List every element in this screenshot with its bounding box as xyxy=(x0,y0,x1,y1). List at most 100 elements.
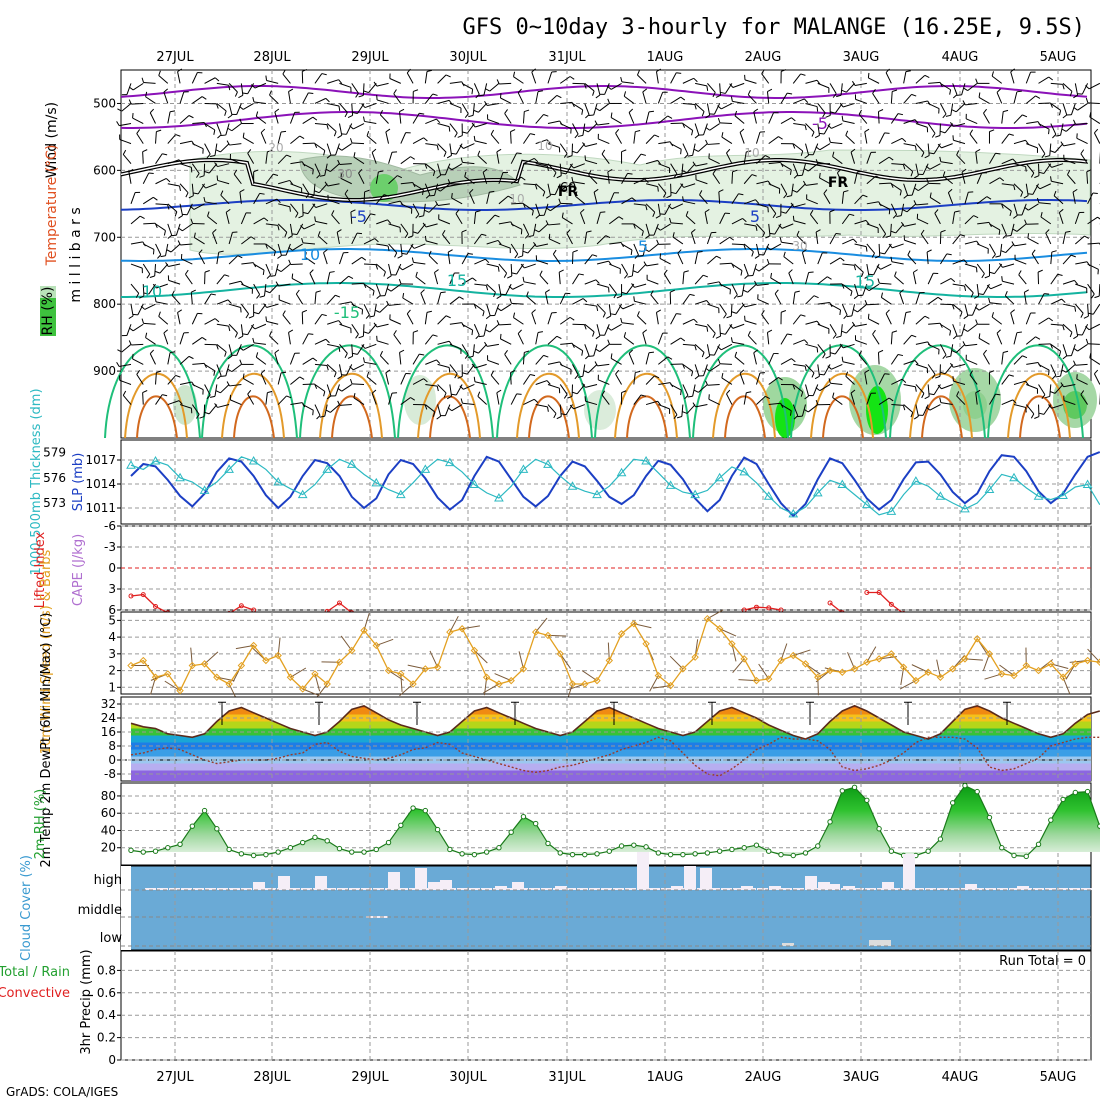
wind-barb-flag xyxy=(567,155,573,158)
wind-barb xyxy=(364,361,377,365)
wind-barb-flag xyxy=(689,293,695,297)
wind-barb-flag xyxy=(668,205,673,210)
wind-barb xyxy=(768,112,775,124)
wind-barb-flag xyxy=(375,309,380,313)
wind-barb xyxy=(768,377,779,385)
wind-barb-flag xyxy=(946,253,952,256)
wind-barb xyxy=(878,223,887,235)
wind-speed-point xyxy=(679,665,687,673)
wind-barb-flag xyxy=(185,269,189,275)
wind-barb xyxy=(752,263,757,276)
lifted-index-point xyxy=(336,600,342,606)
wind-barb xyxy=(1087,102,1100,104)
wind-barb-flag xyxy=(996,88,1001,93)
wind-barb-flag xyxy=(804,154,809,159)
rh-point xyxy=(716,848,723,854)
wind-barb xyxy=(547,383,560,389)
wind-barb-flag xyxy=(1074,280,1079,285)
wind-barb-flag xyxy=(779,237,782,243)
tick-label: 500 xyxy=(93,96,116,110)
wind-barb-flag xyxy=(402,292,405,299)
wind-barb-flag xyxy=(496,320,500,326)
wind-barb xyxy=(363,263,377,266)
wind-barb-flag xyxy=(905,70,911,73)
wind-barb-flag xyxy=(445,315,451,319)
wind-barb xyxy=(805,364,815,374)
rh-point xyxy=(238,851,245,857)
tick-label: 600 xyxy=(93,163,116,177)
wind-barb-flag xyxy=(165,178,171,183)
wind-barb-flag xyxy=(864,369,870,374)
wind-barb xyxy=(260,373,267,385)
wind-barb-flag xyxy=(1061,128,1067,132)
wind-barb-flag xyxy=(1045,229,1050,234)
wind-barb xyxy=(878,132,885,144)
wind-barb xyxy=(766,332,770,345)
wind-barb xyxy=(817,276,828,285)
wind-barb xyxy=(734,115,745,124)
wind-barb-flag xyxy=(900,221,905,227)
wind-barb xyxy=(961,171,966,184)
wind-barb-flag xyxy=(921,393,925,399)
wind-barb xyxy=(648,243,659,252)
wind-barb-flag xyxy=(571,343,575,348)
wind-speed-point xyxy=(899,663,908,671)
wind-barb xyxy=(927,364,936,375)
wind-barb-flag xyxy=(951,350,957,354)
wind-barb xyxy=(317,235,328,245)
wind-barb xyxy=(314,163,321,175)
cloud-bar-high xyxy=(337,888,348,890)
wind-barb-flag xyxy=(999,263,1003,268)
wind-barb-flag xyxy=(460,398,463,404)
rh-point xyxy=(1023,853,1029,860)
wind-barb xyxy=(375,194,385,205)
wind-barb xyxy=(694,123,700,136)
thickness-marker xyxy=(690,489,701,499)
wind-barb xyxy=(159,263,169,274)
wind-barb xyxy=(774,293,782,305)
wind-barb xyxy=(1054,143,1064,153)
wind-barb xyxy=(637,315,647,325)
wind-barb-flag xyxy=(878,109,884,112)
wind-barb xyxy=(239,191,242,204)
wind-speed-point xyxy=(556,650,564,658)
wind-barb-flag xyxy=(252,337,255,343)
wind-barb-flag xyxy=(628,349,634,354)
wind-barb-flag xyxy=(874,255,880,259)
wind-barb-flag xyxy=(227,355,233,360)
wind-barb-flag xyxy=(1084,235,1090,239)
wind-barb xyxy=(943,175,953,185)
tick-label: 579 xyxy=(43,446,66,460)
wind-barb xyxy=(868,77,880,84)
wind-barb-flag xyxy=(1050,391,1056,394)
wind-barb-flag xyxy=(201,96,207,100)
wind-barb xyxy=(388,200,401,205)
wind-barb xyxy=(950,103,954,116)
wind-barb-flag xyxy=(963,87,968,92)
cloud-bar-high xyxy=(818,882,830,890)
wind-barb-flag xyxy=(473,135,476,141)
wind-barb xyxy=(314,143,326,151)
wind-barb-flag xyxy=(418,215,424,218)
wind-barb xyxy=(400,156,411,165)
wind-barb xyxy=(278,203,290,208)
rh-point xyxy=(851,784,858,791)
rh-point xyxy=(962,782,968,789)
wind-barb xyxy=(274,263,279,276)
isotherm-lines xyxy=(104,85,1088,439)
wind-barb xyxy=(487,118,500,124)
lifted-index-line xyxy=(829,602,843,614)
wind-barb xyxy=(228,344,233,357)
wind-barb xyxy=(646,279,659,285)
wind-barb-flag xyxy=(451,152,457,155)
wind-barb-flag xyxy=(747,330,751,336)
wind-barb xyxy=(327,343,340,348)
wind-barb xyxy=(780,163,792,171)
wind-barb xyxy=(768,402,781,406)
wind-barb-flag xyxy=(371,389,377,394)
wind-barb-flag xyxy=(618,304,624,310)
wind-barb-flag xyxy=(482,311,485,317)
wind-speed-point xyxy=(433,663,442,671)
wind-barb-flag xyxy=(325,409,331,413)
wind-barb-flag xyxy=(537,90,544,93)
